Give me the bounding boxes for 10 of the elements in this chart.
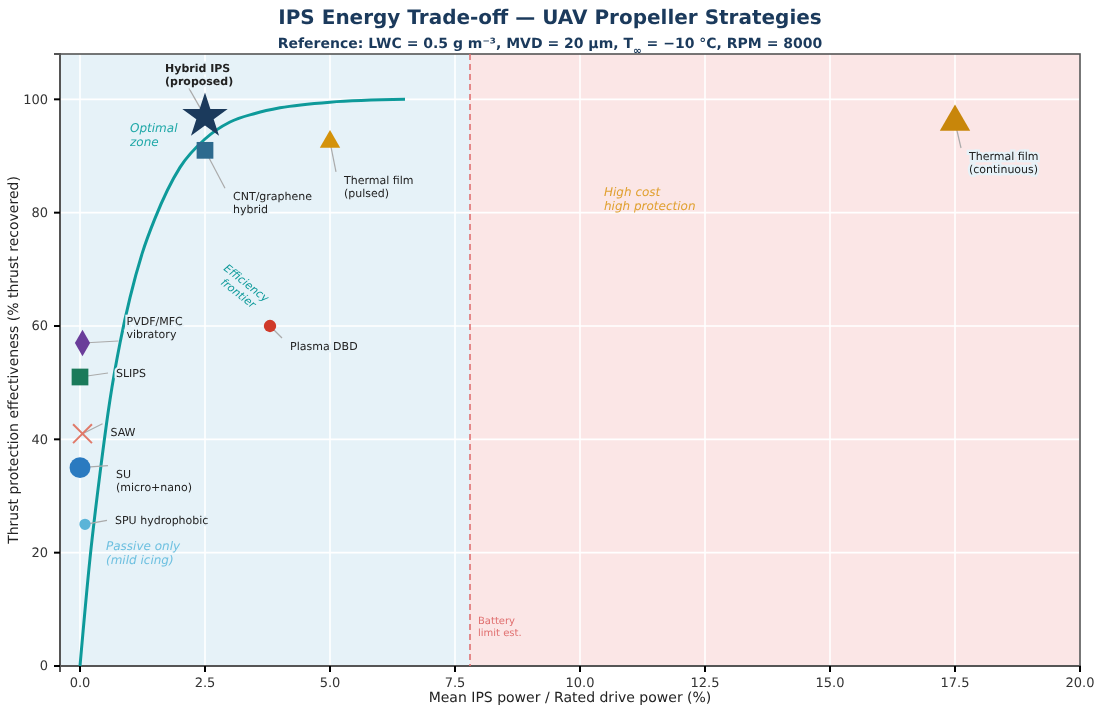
- point: [79, 518, 91, 530]
- point: [196, 141, 214, 159]
- point: [263, 319, 277, 333]
- point: [319, 130, 341, 148]
- point: [72, 423, 93, 445]
- point: [939, 104, 971, 131]
- point: [69, 457, 91, 479]
- point: [71, 368, 89, 386]
- chart-title: IPS Energy Trade-off — UAV Propeller Strategies: [278, 8, 822, 30]
- point: [182, 92, 228, 136]
